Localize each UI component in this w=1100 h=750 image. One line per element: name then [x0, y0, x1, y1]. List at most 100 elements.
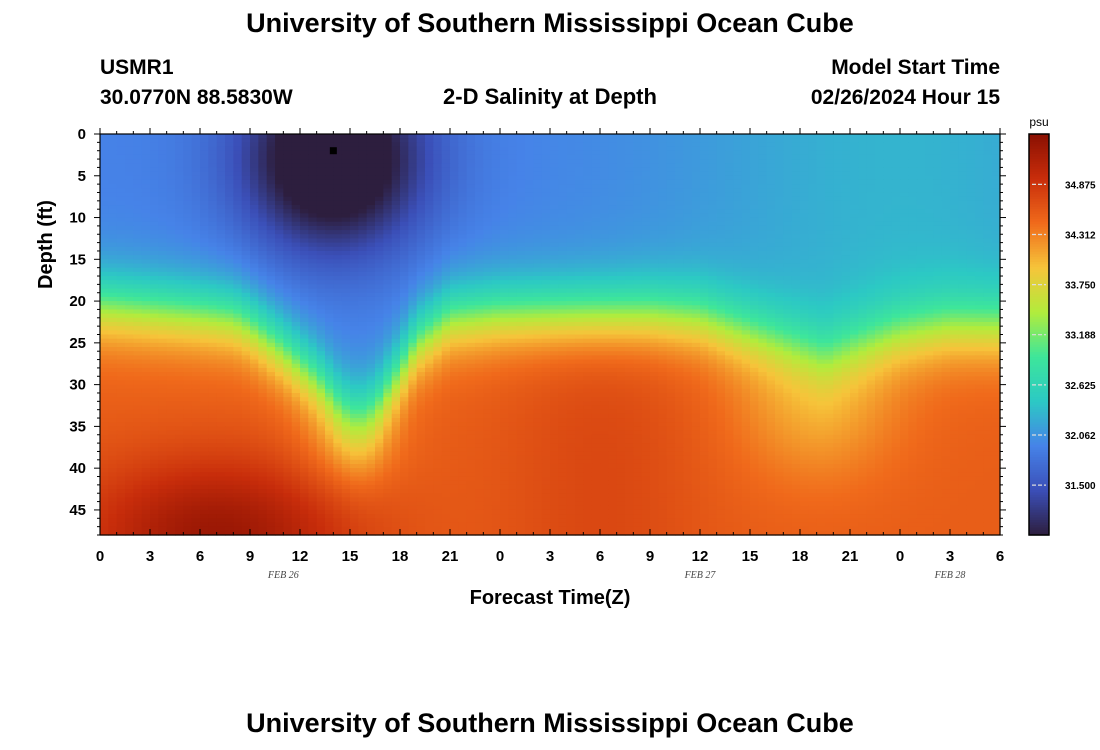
heatmap-cell [816, 305, 826, 311]
heatmap-cell [116, 184, 126, 189]
heatmap-cell [191, 150, 201, 156]
heatmap-cell [516, 276, 526, 281]
heatmap-cell [400, 217, 409, 223]
heatmap-cell [158, 225, 168, 231]
heatmap-cell [983, 234, 993, 240]
heatmap-cell [841, 175, 851, 181]
heatmap-cell [650, 230, 659, 235]
heatmap-cell [625, 292, 634, 298]
heatmap-cell [250, 225, 259, 231]
heatmap-cell [975, 317, 984, 323]
heatmap-cell [108, 238, 118, 244]
heatmap-cell [850, 150, 859, 156]
heatmap-cell [233, 288, 243, 294]
heatmap-cell [666, 301, 676, 306]
heatmap-cell [900, 200, 909, 206]
heatmap-cell [175, 138, 184, 143]
heatmap-cell [883, 154, 893, 160]
heatmap-cell [658, 305, 668, 311]
heatmap-cell [691, 188, 701, 194]
heatmap-cell [750, 138, 759, 143]
heatmap-cell [875, 221, 884, 227]
heatmap-cell [466, 171, 476, 177]
heatmap-cell [341, 150, 351, 156]
heatmap-cell [583, 301, 593, 306]
heatmap-cell [566, 288, 576, 294]
heatmap-cell [275, 179, 284, 185]
heatmap-cell [950, 280, 959, 285]
heatmap-cell [908, 205, 918, 210]
heatmap-cell [841, 171, 851, 177]
heatmap-cell [200, 142, 209, 148]
heatmap-cell [158, 221, 168, 227]
heatmap-cell [466, 188, 476, 194]
heatmap-cell [133, 267, 143, 273]
heatmap-cell [725, 230, 734, 235]
heatmap-cell [616, 288, 626, 294]
heatmap-cell [475, 205, 484, 210]
heatmap-cell [525, 163, 534, 169]
heatmap-cell [608, 309, 618, 315]
heatmap-cell [350, 163, 359, 169]
heatmap-cell [833, 175, 843, 181]
heatmap-cell [850, 305, 859, 311]
heatmap-cell [433, 213, 443, 219]
heatmap-cell [575, 150, 584, 156]
heatmap-cell [350, 196, 359, 202]
heatmap-cell [391, 175, 401, 181]
heatmap-cell [658, 167, 668, 173]
heatmap-cell [641, 284, 651, 290]
heatmap-cell [633, 225, 643, 231]
heatmap-cell [100, 150, 109, 156]
heatmap-cell [933, 192, 943, 198]
heatmap-cell [766, 184, 776, 189]
heatmap-cell [458, 138, 468, 143]
heatmap-cell [975, 184, 984, 189]
heatmap-cell [258, 230, 268, 235]
heatmap-cell [208, 225, 218, 231]
heatmap-cell [583, 167, 593, 173]
heatmap-cell [733, 221, 743, 227]
heatmap-cell [691, 242, 701, 248]
heatmap-cell [341, 313, 351, 319]
heatmap-cell [808, 230, 818, 235]
heatmap-cell [383, 167, 393, 173]
heatmap-cell [375, 179, 384, 185]
heatmap-cell [800, 196, 809, 202]
heatmap-cell [150, 301, 159, 306]
heatmap-cell [425, 167, 434, 173]
heatmap-cell [825, 242, 834, 248]
heatmap-cell [233, 276, 243, 281]
heatmap-cell [583, 271, 593, 277]
heatmap-cell [108, 242, 118, 248]
heatmap-cell [725, 200, 734, 206]
heatmap-cell [891, 159, 901, 164]
heatmap-cell [933, 313, 943, 319]
heatmap-cell [416, 209, 426, 214]
heatmap-cell [550, 234, 559, 240]
heatmap-cell [725, 209, 734, 214]
heatmap-cell [966, 142, 976, 148]
heatmap-cell [933, 238, 943, 244]
heatmap-cell [916, 230, 926, 235]
heatmap-cell [133, 175, 143, 181]
heatmap-cell [683, 154, 693, 160]
heatmap-cell [166, 184, 176, 189]
heatmap-cell [341, 263, 351, 269]
heatmap-cell [616, 242, 626, 248]
heatmap-cell [541, 276, 551, 281]
heatmap-cell [708, 230, 718, 235]
heatmap-cell [141, 196, 151, 202]
heatmap-cell [825, 163, 834, 169]
heatmap-cell [883, 305, 893, 311]
heatmap-cell [400, 246, 409, 252]
heatmap-cell [175, 276, 184, 281]
heatmap-cell [383, 238, 393, 244]
heatmap-cell [850, 321, 859, 327]
heatmap-cell [841, 292, 851, 298]
heatmap-cell [258, 246, 268, 252]
heatmap-cell [516, 238, 526, 244]
heatmap-cell [475, 184, 484, 189]
heatmap-cell [750, 317, 759, 323]
heatmap-cell [833, 138, 843, 143]
